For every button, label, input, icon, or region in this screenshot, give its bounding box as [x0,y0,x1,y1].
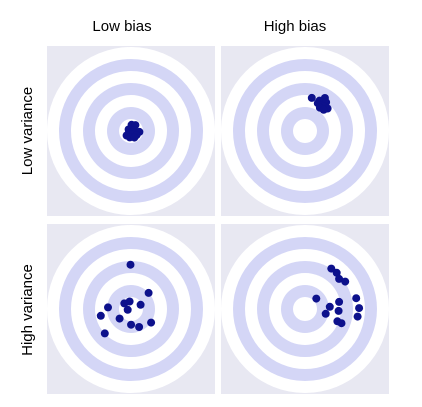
hit-point [123,305,132,314]
hit-point [341,277,350,286]
target-low-bias-low-variance [47,46,215,216]
target-panel-low-bias-low-variance [47,46,215,216]
target-high-bias-low-variance [221,46,389,216]
hit-point [353,312,362,321]
hit-point [96,311,105,320]
hit-point [144,288,153,297]
target-panel-high-bias-low-variance [221,46,389,216]
hit-point [327,264,336,273]
hit-point [120,299,129,308]
hit-point [334,306,343,315]
hit-point [127,320,136,329]
hit-point [352,294,361,303]
column-label-low-bias: Low bias [92,18,152,35]
hit-point [307,93,316,102]
hit-point [312,294,321,303]
hit-point [100,329,109,338]
target-panel-high-bias-high-variance [221,224,389,394]
hit-point [319,105,328,114]
target-ring [293,297,317,321]
hit-point [130,133,139,142]
hit-point [335,297,344,306]
hit-point [332,268,341,277]
hit-point [104,303,112,312]
row-label-low-variance: Low variance [19,86,36,176]
hit-point [355,304,364,313]
hit-point [126,260,135,269]
hit-point [335,274,344,283]
target-high-bias-high-variance [221,224,389,394]
hit-point [321,309,330,318]
hit-point [115,314,124,323]
target-low-bias-high-variance [47,224,215,394]
target-ring [293,119,317,143]
hit-point [337,319,346,328]
target-panel-low-bias-high-variance [47,224,215,394]
hit-point [136,300,145,309]
row-label-high-variance: High variance [19,264,36,356]
hit-point [325,302,334,311]
column-label-high-bias: High bias [263,18,327,35]
hit-point [135,323,144,331]
hit-point [147,318,156,327]
